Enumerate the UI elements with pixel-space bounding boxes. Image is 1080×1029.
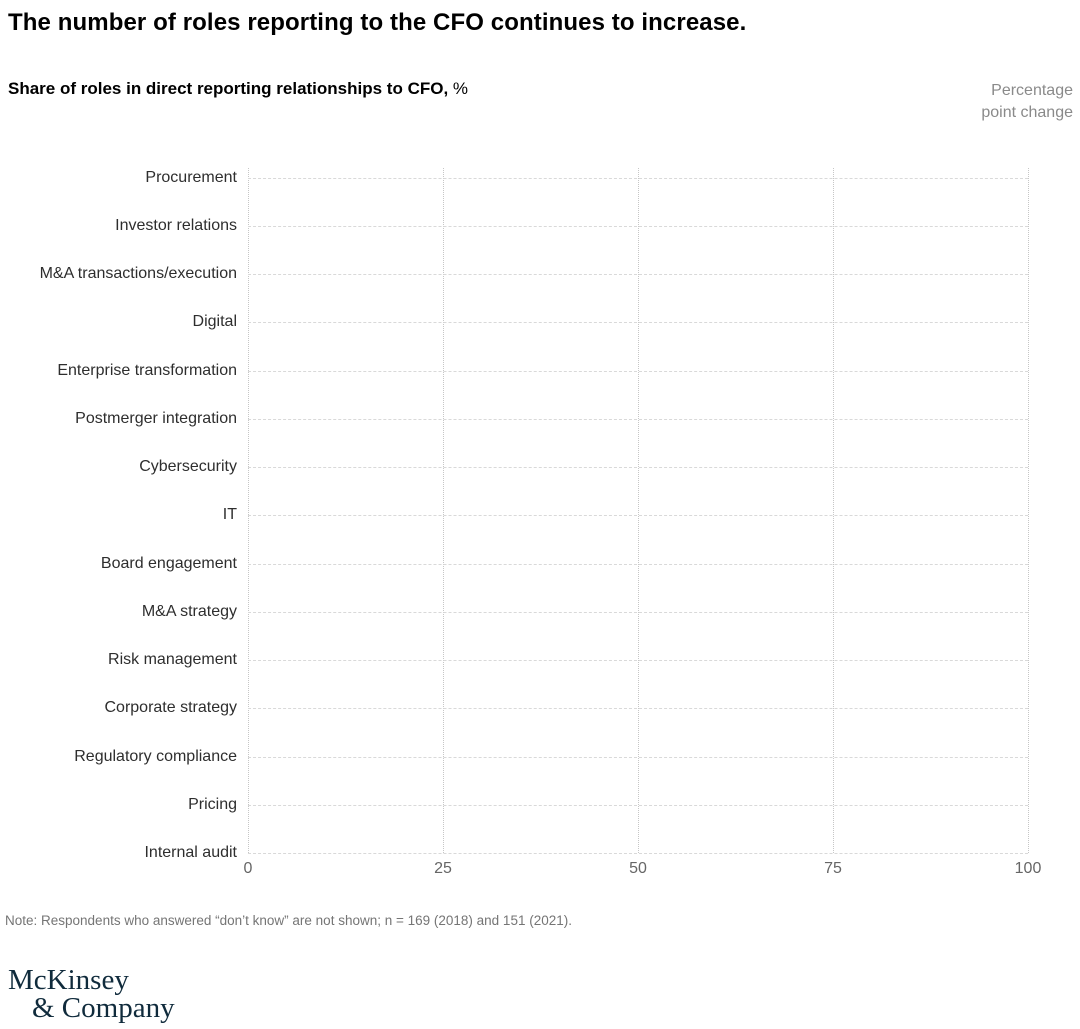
v-gridline: [443, 168, 444, 853]
v-gridline: [833, 168, 834, 853]
secondary-axis-label-line1: Percentage: [991, 82, 1073, 99]
category-label: M&A strategy: [141, 602, 237, 620]
category-label: Risk management: [108, 651, 237, 668]
mckinsey-logo-line2: & Company: [32, 992, 175, 1024]
h-gridline: [248, 563, 1028, 565]
x-tick-label: 50: [629, 860, 647, 877]
x-tick-label: 75: [824, 860, 842, 877]
x-tick-label: 100: [1014, 860, 1042, 877]
category-label: Pricing: [188, 795, 237, 813]
category-label: Internal audit: [144, 844, 237, 861]
x-tick-label: 0: [243, 860, 253, 877]
v-gridline: [248, 168, 249, 853]
h-gridline: [248, 274, 1028, 275]
h-gridline: [248, 322, 1028, 324]
category-label: Digital: [192, 313, 237, 331]
h-gridline: [248, 225, 1028, 227]
h-gridline: [248, 177, 1028, 179]
x-tick-label: 25: [434, 860, 452, 877]
chart-subtitle-unit: %: [448, 79, 469, 98]
h-gridline: [248, 467, 1028, 468]
category-label: Board engagement: [100, 554, 237, 572]
h-gridline: [248, 853, 1028, 854]
h-gridline: [248, 756, 1028, 758]
footnote: Note: Respondents who answered “don’t kn…: [5, 913, 572, 928]
category-label: Investor relations: [115, 216, 237, 234]
category-label: IT: [222, 506, 237, 524]
category-label: Regulatory compliance: [74, 747, 237, 765]
category-label: Enterprise transformation: [57, 361, 237, 379]
category-label: M&A transactions/execution: [39, 265, 237, 282]
plot-area: [248, 168, 1029, 854]
category-label: Corporate strategy: [104, 699, 237, 717]
chart-subtitle-text: Share of roles in direct reporting relat…: [8, 79, 449, 98]
secondary-axis-label: Percentage point change: [853, 80, 1073, 124]
h-gridline: [248, 418, 1028, 420]
v-gridline: [638, 168, 639, 853]
v-gridline: [1028, 168, 1029, 853]
mckinsey-logo: McKinsey & Company: [8, 964, 175, 1024]
h-gridline: [248, 611, 1028, 613]
chart-title: The number of roles reporting to the CFO…: [8, 9, 747, 36]
h-gridline: [248, 804, 1028, 806]
category-label: Postmerger integration: [75, 409, 237, 427]
h-gridline: [248, 708, 1028, 710]
h-gridline: [248, 515, 1028, 517]
h-gridline: [248, 370, 1028, 372]
chart-subtitle: Share of roles in direct reporting relat…: [8, 78, 648, 100]
category-label: Procurement: [145, 168, 237, 186]
mckinsey-logo-line1: McKinsey: [8, 964, 129, 996]
h-gridline: [248, 660, 1028, 661]
category-label: Cybersecurity: [139, 458, 237, 475]
secondary-axis-label-line2: point change: [981, 104, 1073, 121]
